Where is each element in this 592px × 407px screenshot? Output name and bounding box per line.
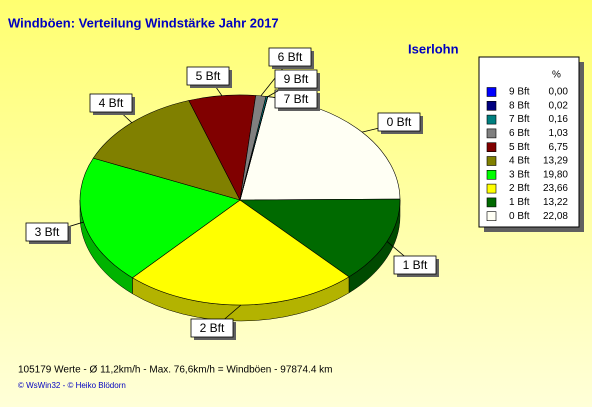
slice-label: 2 Bft xyxy=(200,321,225,335)
legend-swatch xyxy=(486,114,497,125)
legend-value: 1,03 xyxy=(549,128,569,139)
slice-label: 7 Bft xyxy=(284,92,309,106)
label-box xyxy=(186,66,230,86)
slice-label: 3 Bft xyxy=(35,225,60,239)
label-box xyxy=(393,255,437,275)
legend-value: 19,80 xyxy=(543,169,568,180)
legend-swatch xyxy=(486,128,497,139)
legend-swatch xyxy=(486,197,497,208)
label-box xyxy=(268,47,312,67)
legend-label: 2 Bft xyxy=(509,183,530,194)
legend-swatch xyxy=(486,87,497,97)
label-box xyxy=(377,112,421,132)
legend-label: 4 Bft xyxy=(509,156,530,167)
slice xyxy=(131,199,350,306)
slice-label: 9 Bft xyxy=(284,72,309,86)
chart-subtitle: Iserlohn xyxy=(408,41,459,56)
legend-swatch xyxy=(486,170,497,180)
label-box xyxy=(190,318,234,338)
slice xyxy=(92,100,241,201)
legend-swatch xyxy=(486,156,497,166)
legend-label: 7 Bft xyxy=(509,114,530,125)
legend-value: 0,02 xyxy=(549,100,569,111)
slice-label: 6 Bft xyxy=(278,50,303,64)
legend-value: 22,08 xyxy=(543,211,568,222)
label-box xyxy=(25,222,69,242)
legend-value: 0,00 xyxy=(549,87,569,98)
slice xyxy=(239,198,401,278)
slice-label: 4 Bft xyxy=(99,96,124,110)
legend-label: 8 Bft xyxy=(509,100,530,111)
legend-value: 13,22 xyxy=(543,197,568,208)
legend-label: 5 Bft xyxy=(509,142,530,153)
legend-swatch xyxy=(486,142,497,152)
legend-label: 9 Bft xyxy=(509,87,530,98)
legend-label: 1 Bft xyxy=(509,197,530,208)
credit: © WsWin32 - © Heiko Blödorn xyxy=(18,381,126,390)
footer: 105179 Werte - Ø 11,2km/h - Max. 76,6km/… xyxy=(18,365,333,376)
label-box xyxy=(89,93,133,113)
legend-swatch xyxy=(486,101,497,111)
legend-swatch xyxy=(486,211,497,221)
legend-label: 3 Bft xyxy=(509,169,530,180)
legend-value: 0,16 xyxy=(549,114,569,125)
legend-header: % xyxy=(552,70,561,81)
slice-label: 1 Bft xyxy=(403,258,428,272)
legend-label: 6 Bft xyxy=(509,128,530,139)
slice-label: 5 Bft xyxy=(196,69,221,83)
chart-title: Windböen: Verteilung Windstärke Jahr 201… xyxy=(8,15,279,30)
slice-label: 0 Bft xyxy=(387,115,412,129)
label-box xyxy=(274,69,318,89)
legend-value: 23,66 xyxy=(543,183,568,194)
legend-value: 6,75 xyxy=(549,142,569,153)
legend-value: 13,29 xyxy=(543,156,568,167)
legend-label: 0 Bft xyxy=(509,211,530,222)
slice xyxy=(79,157,241,279)
legend-swatch xyxy=(486,183,497,194)
